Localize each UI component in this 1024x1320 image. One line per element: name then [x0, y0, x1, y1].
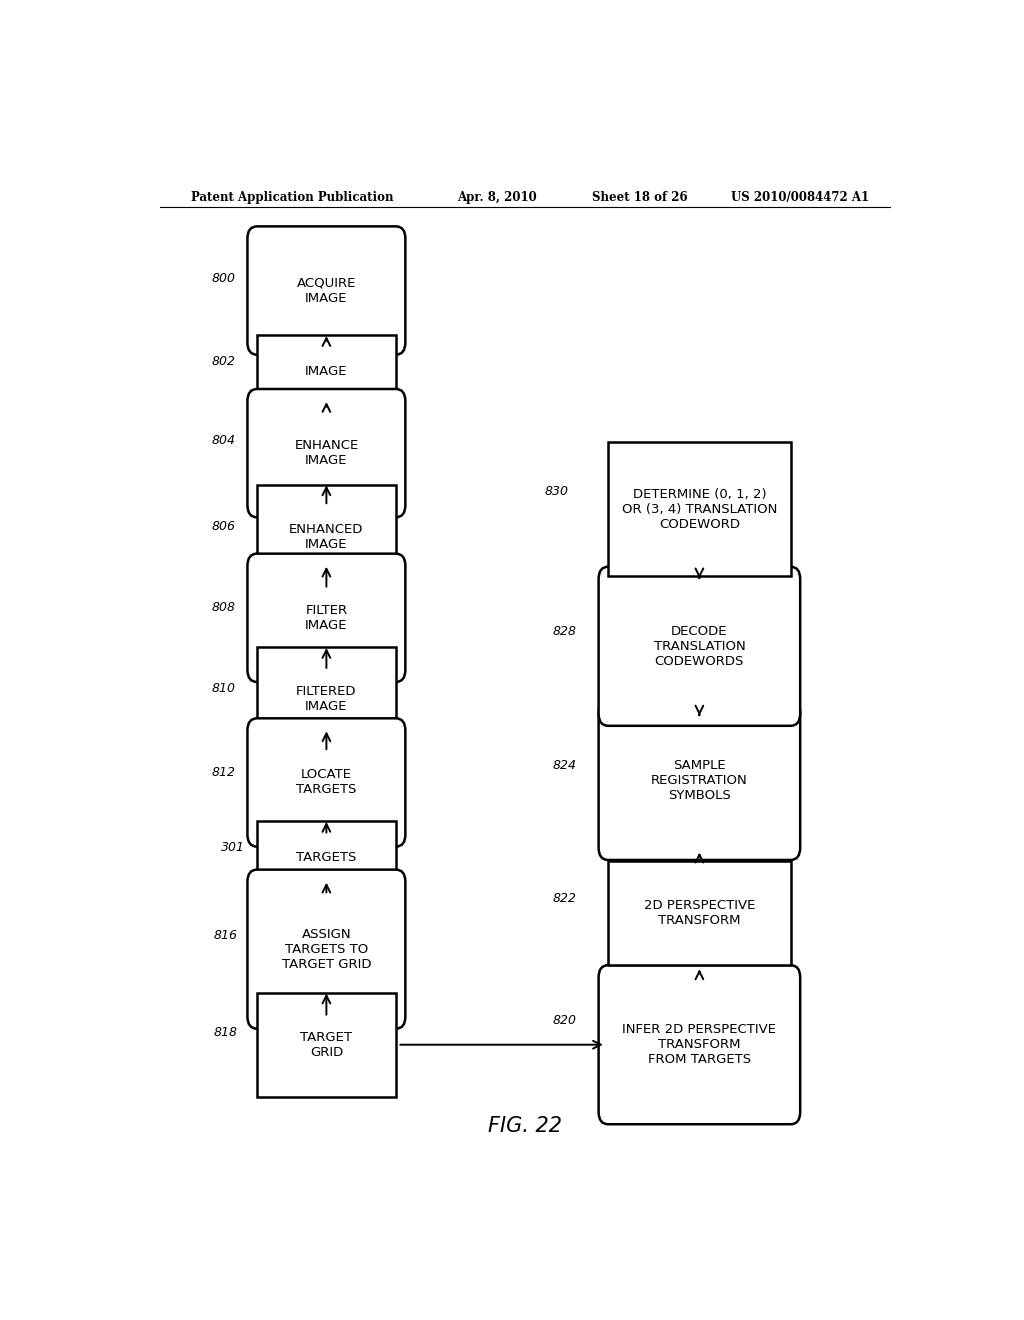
Text: 820: 820 — [552, 1014, 577, 1027]
FancyBboxPatch shape — [599, 566, 800, 726]
FancyBboxPatch shape — [257, 821, 396, 894]
FancyBboxPatch shape — [257, 993, 396, 1097]
Text: ACQUIRE
IMAGE: ACQUIRE IMAGE — [297, 276, 356, 305]
Text: 828: 828 — [552, 624, 577, 638]
Text: 824: 824 — [552, 759, 577, 772]
Text: IMAGE: IMAGE — [305, 366, 348, 379]
Text: Apr. 8, 2010: Apr. 8, 2010 — [458, 190, 538, 203]
Text: LOCATE
TARGETS: LOCATE TARGETS — [296, 768, 356, 796]
Text: 808: 808 — [211, 601, 236, 614]
Text: 822: 822 — [552, 892, 577, 904]
FancyBboxPatch shape — [599, 965, 800, 1125]
FancyBboxPatch shape — [248, 718, 406, 846]
FancyBboxPatch shape — [248, 553, 406, 682]
Text: TARGETS: TARGETS — [296, 851, 356, 865]
Text: Sheet 18 of 26: Sheet 18 of 26 — [592, 190, 688, 203]
Text: 816: 816 — [214, 929, 238, 942]
FancyBboxPatch shape — [599, 701, 800, 859]
Text: 830: 830 — [545, 486, 568, 498]
Text: FILTER
IMAGE: FILTER IMAGE — [305, 603, 348, 632]
Text: 804: 804 — [211, 434, 236, 447]
Text: TARGET
GRID: TARGET GRID — [300, 1031, 352, 1059]
Text: DECODE
TRANSLATION
CODEWORDS: DECODE TRANSLATION CODEWORDS — [653, 624, 745, 668]
Text: 2D PERSPECTIVE
TRANSFORM: 2D PERSPECTIVE TRANSFORM — [644, 899, 755, 927]
Text: 806: 806 — [211, 520, 236, 533]
Text: INFER 2D PERSPECTIVE
TRANSFORM
FROM TARGETS: INFER 2D PERSPECTIVE TRANSFORM FROM TARG… — [623, 1023, 776, 1067]
Text: ENHANCE
IMAGE: ENHANCE IMAGE — [294, 440, 358, 467]
FancyBboxPatch shape — [257, 335, 396, 408]
FancyBboxPatch shape — [608, 861, 791, 965]
Text: US 2010/0084472 A1: US 2010/0084472 A1 — [731, 190, 869, 203]
Text: ASSIGN
TARGETS TO
TARGET GRID: ASSIGN TARGETS TO TARGET GRID — [282, 928, 371, 970]
Text: SAMPLE
REGISTRATION
SYMBOLS: SAMPLE REGISTRATION SYMBOLS — [651, 759, 748, 803]
FancyBboxPatch shape — [248, 870, 406, 1028]
Text: DETERMINE (0, 1, 2)
OR (3, 4) TRANSLATION
CODEWORD: DETERMINE (0, 1, 2) OR (3, 4) TRANSLATIO… — [622, 487, 777, 531]
Text: 301: 301 — [221, 841, 246, 854]
Text: 800: 800 — [211, 272, 236, 285]
FancyBboxPatch shape — [248, 226, 406, 355]
Text: 812: 812 — [211, 766, 236, 779]
Text: FIG. 22: FIG. 22 — [487, 1115, 562, 1137]
Text: FILTERED
IMAGE: FILTERED IMAGE — [296, 685, 356, 713]
FancyBboxPatch shape — [248, 389, 406, 517]
Text: 802: 802 — [211, 355, 236, 368]
FancyBboxPatch shape — [608, 442, 791, 577]
FancyBboxPatch shape — [257, 484, 396, 589]
Text: Patent Application Publication: Patent Application Publication — [191, 190, 394, 203]
Text: ENHANCED
IMAGE: ENHANCED IMAGE — [289, 523, 364, 550]
Text: 818: 818 — [214, 1026, 238, 1039]
Text: 810: 810 — [211, 682, 236, 696]
FancyBboxPatch shape — [257, 647, 396, 751]
